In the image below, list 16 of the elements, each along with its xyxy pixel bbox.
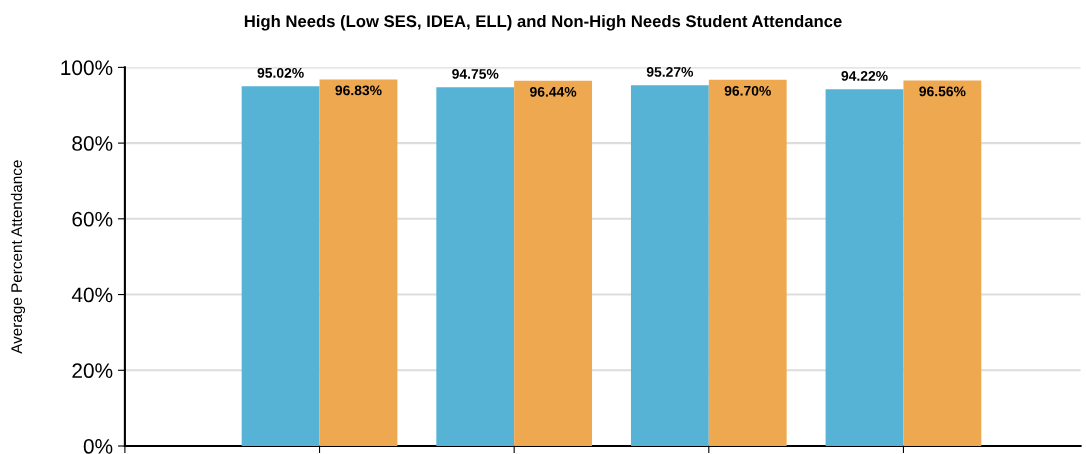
chart-title: High Needs (Low SES, IDEA, ELL) and Non-High Needs Student Attendance bbox=[244, 14, 842, 31]
data-label: 95.27% bbox=[646, 67, 694, 77]
data-label: 96.70% bbox=[724, 85, 771, 96]
data-label: 95.02% bbox=[257, 67, 304, 78]
data-label: 96.56% bbox=[919, 86, 966, 97]
y-tick-label: 60% bbox=[72, 211, 113, 227]
data-label: 96.44% bbox=[530, 86, 577, 97]
y-axis-title: Average Percent Attendance bbox=[10, 160, 26, 354]
y-tick-label: 100% bbox=[61, 60, 113, 76]
data-label: 96.83% bbox=[335, 85, 382, 96]
data-label: 94.75% bbox=[452, 68, 499, 79]
y-tick-label: 80% bbox=[72, 136, 113, 151]
data-label: 94.22% bbox=[841, 71, 888, 81]
y-tick-label: 40% bbox=[71, 287, 113, 303]
y-tick-label: 0% bbox=[83, 439, 113, 454]
y-tick-label: 20% bbox=[72, 363, 113, 379]
